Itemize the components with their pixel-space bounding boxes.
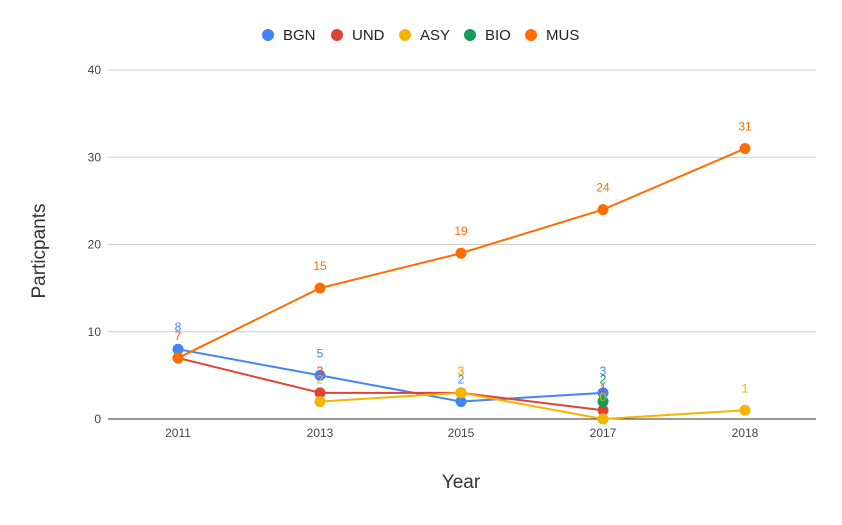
x-tick-label: 2011: [165, 426, 191, 440]
data-point-mus: [739, 143, 751, 155]
legend-marker-bgn: [262, 29, 274, 41]
y-tick-label: 20: [88, 238, 102, 252]
data-point-asy: [455, 387, 467, 399]
data-point-bgn: [314, 369, 326, 381]
gridlines: [108, 69, 816, 420]
data-point-und: [597, 404, 609, 416]
legend: BGN UND ASY BIO MUS: [262, 27, 579, 44]
legend-label-asy: ASY: [420, 27, 450, 44]
y-axis-title: Particpants: [29, 203, 50, 298]
data-point-bgn: [455, 396, 467, 408]
series-line-bgn: [177, 348, 604, 403]
y-tick-label: 40: [88, 63, 102, 77]
data-label-und: 3: [458, 364, 465, 378]
data-label-bgn: 5: [317, 346, 324, 360]
legend-label-und: UND: [352, 27, 385, 44]
x-tick-label: 2015: [448, 426, 475, 440]
data-point-bgn: [597, 387, 609, 399]
data-point-asy: [314, 396, 326, 408]
data-point-mus: [314, 282, 326, 294]
data-label-mus: 15: [313, 259, 327, 273]
legend-marker-asy: [399, 29, 411, 41]
data-point-und: [314, 387, 326, 399]
legend-label-bio: BIO: [485, 27, 511, 44]
x-tick-label: 2017: [590, 426, 617, 440]
data-label-asy: 1: [742, 381, 749, 395]
x-axis-title: Year: [442, 472, 481, 493]
data-label-asy: 3: [458, 364, 465, 378]
legend-marker-bio: [464, 29, 476, 41]
x-tick-label: 2018: [732, 426, 759, 440]
data-label-bio: 2: [600, 373, 607, 387]
legend-label-mus: MUS: [546, 27, 579, 44]
data-point-mus: [455, 247, 467, 259]
y-tick-label: 0: [94, 412, 101, 426]
series-lines: [172, 143, 751, 425]
legend-marker-und: [331, 29, 343, 41]
data-point-bio: [597, 396, 609, 408]
legend-label-bgn: BGN: [283, 27, 316, 44]
data-label-mus: 19: [454, 224, 468, 238]
data-label-bgn: 3: [600, 364, 607, 378]
data-label-und: 7: [175, 329, 182, 343]
data-point-mus: [597, 204, 609, 216]
data-point-bgn: [172, 343, 184, 355]
series-line-asy: [319, 391, 746, 420]
data-label-und: 3: [317, 364, 324, 378]
data-label-bgn: 2: [458, 373, 465, 387]
x-tick-label: 2013: [307, 426, 334, 440]
data-label-asy: 0: [600, 390, 607, 404]
series-line-und: [177, 356, 604, 412]
data-point-asy: [739, 404, 751, 416]
y-tick-label: 10: [88, 325, 102, 339]
data-label-und: 1: [600, 381, 607, 395]
data-label-asy: 2: [317, 373, 324, 387]
data-point-mus: [172, 352, 184, 364]
data-label-mus: 24: [596, 181, 610, 195]
data-label-mus: 31: [738, 120, 752, 134]
legend-marker-mus: [525, 29, 537, 41]
data-label-mus: 7: [175, 329, 182, 343]
y-tick-label: 30: [88, 150, 102, 164]
data-label-bgn: 8: [175, 320, 182, 334]
data-point-asy: [597, 413, 609, 425]
